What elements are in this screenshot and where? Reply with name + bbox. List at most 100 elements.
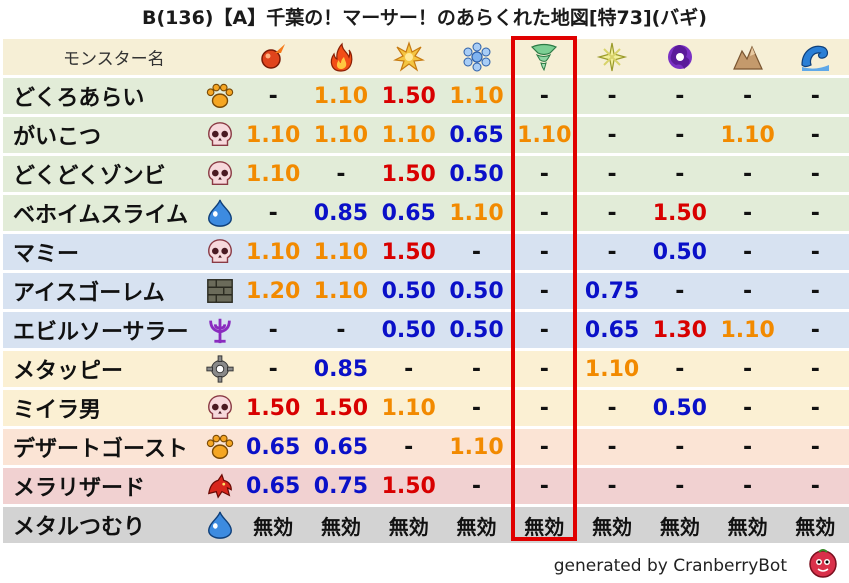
resistance-value: -	[781, 78, 849, 114]
table-row: アイスゴーレム 1.20 1.10 0.50 0.50-0.75- - -	[3, 273, 849, 309]
resistance-value: 0.65	[239, 468, 308, 504]
tornado-icon	[531, 43, 558, 72]
resistance-value: 1.20	[239, 273, 308, 309]
monster-name: メタルつむり	[13, 515, 146, 540]
resistance-value: -	[713, 156, 782, 192]
monster-name-cell: デザートゴースト	[3, 429, 240, 465]
cranberry-bot-icon	[809, 549, 837, 578]
resistance-value: -	[781, 273, 849, 309]
resistance-value: -	[578, 468, 646, 504]
paw-icon	[207, 434, 234, 459]
resistance-value: 無効	[510, 507, 579, 543]
resistance-value: 1.10	[442, 195, 511, 231]
monster-name-cell: ベホイムスライム	[3, 195, 240, 231]
fire-orb-icon	[261, 44, 286, 69]
resistance-value: -	[239, 312, 308, 348]
resistance-value: -	[578, 429, 646, 465]
resistance-value: 1.10	[374, 117, 443, 153]
resistance-value: 0.50	[442, 273, 511, 309]
skull-icon	[208, 122, 233, 147]
table-row: マミー 1.10 1.10 1.50- - -0.50- -	[3, 234, 849, 270]
resistance-value: 0.85	[307, 351, 375, 387]
skull-icon	[208, 161, 233, 186]
resistance-value: 1.10	[442, 429, 511, 465]
element-header-1	[307, 39, 375, 75]
element-header-8	[781, 39, 849, 75]
footer-credit: generated by CranberryBot	[553, 556, 787, 576]
resistance-value: -	[307, 156, 375, 192]
element-header-3	[442, 39, 511, 75]
resistance-value: -	[374, 429, 443, 465]
resistance-value: -	[645, 78, 714, 114]
resistance-value: -	[713, 351, 782, 387]
resistance-value: 0.65	[442, 117, 511, 153]
resistance-value: 1.10	[307, 117, 375, 153]
resistance-value: 無効	[781, 507, 849, 543]
resistance-value: -	[510, 468, 579, 504]
resistance-value: -	[578, 117, 646, 153]
monster-name-cell: メタッピー	[3, 351, 240, 387]
monster-name: エビルソーサラー	[13, 320, 189, 345]
table-row: どくろあらい -1.10 1.50 1.10- - - - -	[3, 78, 849, 114]
monster-name: ミイラ男	[13, 398, 102, 423]
table-row: がいこつ 1.10 1.10 1.10 0.65 1.10- -1.10-	[3, 117, 849, 153]
monster-name: デザートゴースト	[13, 437, 188, 462]
monster-name-cell: メタルつむり	[3, 507, 240, 543]
resistance-value: 1.50	[307, 390, 375, 426]
gear-icon	[206, 355, 234, 383]
resistance-table: モンスター名 どくろあらい -1.10 1.50 1.10- - - - - がいこつ 1.10 1.…	[3, 36, 849, 546]
resistance-value: 1.50	[374, 156, 443, 192]
resistance-value: -	[713, 273, 782, 309]
resistance-value: -	[781, 351, 849, 387]
resistance-value: -	[578, 195, 646, 231]
resistance-value: 1.50	[374, 78, 443, 114]
resistance-value: -	[239, 351, 308, 387]
resistance-value: -	[510, 78, 579, 114]
slime-icon	[208, 199, 233, 227]
resistance-value: 0.75	[578, 273, 646, 309]
table-row: メタルつむり 無効 無効 無効 無効 無効 無効 無効 無効 無効	[3, 507, 849, 543]
resistance-value: -	[713, 195, 782, 231]
resistance-value: -	[713, 429, 782, 465]
resistance-value: -	[510, 312, 579, 348]
resistance-value: 1.50	[374, 234, 443, 270]
monster-name: がいこつ	[13, 125, 102, 150]
resistance-value: 0.65	[578, 312, 646, 348]
ice-icon	[463, 42, 490, 72]
element-header-7	[713, 39, 782, 75]
monster-name: メタッピー	[13, 359, 124, 384]
water-wave-icon	[801, 45, 830, 71]
table-row: デザートゴースト 0.65 0.65-1.10- - - - -	[3, 429, 849, 465]
resistance-value: 無効	[239, 507, 308, 543]
resistance-value: 1.10	[239, 234, 308, 270]
resistance-value: 1.10	[442, 78, 511, 114]
darkness-icon	[667, 45, 692, 69]
monster-name: ベホイムスライム	[13, 203, 189, 228]
resistance-value: -	[713, 468, 782, 504]
monster-name-cell: ミイラ男	[3, 390, 240, 426]
resistance-value: 0.50	[442, 312, 511, 348]
explosion-icon	[392, 41, 425, 72]
resistance-value: -	[578, 390, 646, 426]
resistance-value: -	[510, 429, 579, 465]
resistance-value: -	[781, 195, 849, 231]
table-row: ミイラ男 1.50 1.50 1.10- - -0.50- -	[3, 390, 849, 426]
element-header-2	[374, 39, 443, 75]
resistance-value: -	[781, 468, 849, 504]
resistance-value: 1.10	[510, 117, 579, 153]
resistance-value: 1.10	[307, 78, 375, 114]
resistance-value: 1.30	[645, 312, 714, 348]
element-header-5	[578, 39, 646, 75]
resistance-value: -	[713, 390, 782, 426]
monster-name: どくろあらい	[13, 86, 145, 111]
resistance-value: -	[645, 273, 714, 309]
resistance-value: 0.65	[374, 195, 443, 231]
resistance-value: 1.10	[239, 117, 308, 153]
resistance-value: -	[578, 156, 646, 192]
lightning-icon	[596, 42, 628, 72]
skull-icon	[208, 395, 233, 420]
resistance-value: -	[645, 468, 714, 504]
resistance-value: -	[510, 351, 579, 387]
resistance-value: 1.50	[374, 468, 443, 504]
resistance-value: 0.50	[374, 312, 443, 348]
